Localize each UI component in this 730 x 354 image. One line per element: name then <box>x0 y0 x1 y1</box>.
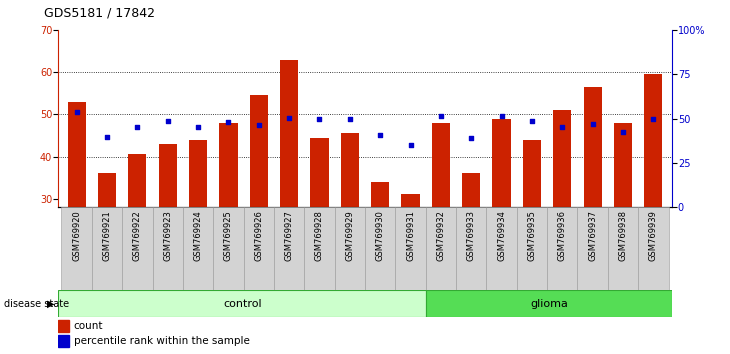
Bar <box>250 96 268 207</box>
Point <box>587 121 599 127</box>
Text: GSM769929: GSM769929 <box>345 210 354 261</box>
Bar <box>431 123 450 207</box>
Bar <box>244 207 274 290</box>
Bar <box>122 207 153 290</box>
Point <box>131 125 143 130</box>
Text: disease state: disease state <box>4 298 69 309</box>
Point <box>162 118 174 124</box>
Text: GSM769928: GSM769928 <box>315 210 324 261</box>
Bar <box>280 59 299 207</box>
Bar <box>213 207 244 290</box>
Text: GSM769920: GSM769920 <box>72 210 81 261</box>
Point <box>253 122 264 128</box>
Text: GSM769938: GSM769938 <box>618 210 628 261</box>
Text: GSM769932: GSM769932 <box>437 210 445 261</box>
Bar <box>67 102 85 207</box>
Text: GSM769933: GSM769933 <box>466 210 476 261</box>
Bar <box>462 173 480 207</box>
Bar <box>310 138 328 207</box>
Text: GSM769922: GSM769922 <box>133 210 142 261</box>
Text: GSM769934: GSM769934 <box>497 210 506 261</box>
Text: GSM769921: GSM769921 <box>102 210 112 261</box>
Text: GSM769937: GSM769937 <box>588 210 597 261</box>
Point <box>526 118 538 124</box>
Bar <box>396 207 426 290</box>
Point <box>466 135 477 141</box>
Bar <box>58 335 69 347</box>
Text: GSM769923: GSM769923 <box>164 210 172 261</box>
Text: GSM769926: GSM769926 <box>254 210 264 261</box>
Bar <box>182 207 213 290</box>
Point <box>192 125 204 130</box>
Bar <box>98 173 116 207</box>
Text: GSM769927: GSM769927 <box>285 210 293 261</box>
Bar <box>334 207 365 290</box>
Text: GSM769935: GSM769935 <box>528 210 537 261</box>
Bar <box>402 194 420 207</box>
Bar <box>577 207 608 290</box>
Bar <box>153 207 182 290</box>
Bar <box>365 207 396 290</box>
Text: GDS5181 / 17842: GDS5181 / 17842 <box>44 6 155 19</box>
Text: control: control <box>223 298 261 309</box>
Point <box>223 119 234 125</box>
Bar <box>219 123 237 207</box>
Bar <box>638 207 669 290</box>
Bar <box>608 207 638 290</box>
Point <box>71 109 82 114</box>
Bar <box>128 154 147 207</box>
Bar <box>523 140 541 207</box>
Text: GSM769931: GSM769931 <box>406 210 415 261</box>
Bar <box>583 87 602 207</box>
Bar <box>61 207 92 290</box>
Point <box>648 117 659 122</box>
Bar <box>304 207 334 290</box>
Point <box>314 116 326 121</box>
Bar <box>553 110 572 207</box>
Point <box>283 115 295 120</box>
Bar <box>486 207 517 290</box>
Bar <box>92 207 122 290</box>
Bar <box>614 123 632 207</box>
Text: glioma: glioma <box>530 298 568 309</box>
Bar <box>517 207 548 290</box>
Point <box>404 142 416 148</box>
Point <box>435 113 447 119</box>
Text: ▶: ▶ <box>47 298 55 309</box>
Point <box>101 135 113 140</box>
Bar <box>58 290 426 317</box>
Bar <box>426 207 456 290</box>
Text: GSM769924: GSM769924 <box>193 210 202 261</box>
Point <box>617 129 629 135</box>
Point <box>374 132 386 138</box>
Bar <box>158 144 177 207</box>
Bar <box>548 207 577 290</box>
Bar <box>371 182 389 207</box>
Bar <box>645 74 663 207</box>
Text: GSM769939: GSM769939 <box>649 210 658 261</box>
Bar <box>274 207 304 290</box>
Bar <box>426 290 672 317</box>
Point <box>344 116 356 121</box>
Text: percentile rank within the sample: percentile rank within the sample <box>74 336 250 346</box>
Bar <box>58 320 69 332</box>
Text: GSM769936: GSM769936 <box>558 210 566 261</box>
Bar <box>456 207 486 290</box>
Point <box>556 125 568 130</box>
Bar <box>189 140 207 207</box>
Text: count: count <box>74 321 103 331</box>
Bar <box>341 133 359 207</box>
Point <box>496 113 507 119</box>
Bar <box>493 119 511 207</box>
Text: GSM769925: GSM769925 <box>224 210 233 261</box>
Text: GSM769930: GSM769930 <box>376 210 385 261</box>
